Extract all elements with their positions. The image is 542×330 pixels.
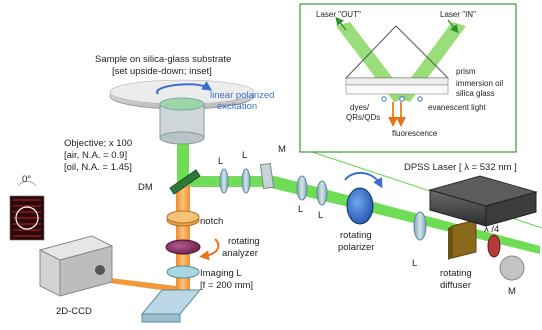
- imaging-lens-label-1: Imaging L: [200, 268, 242, 279]
- inset-prism-label: prism: [456, 67, 476, 76]
- polarizer-rotation-arrow: [344, 172, 383, 189]
- quarter-wave-plate: [487, 234, 501, 258]
- rotating-analyzer-label-1: rotating: [228, 236, 260, 247]
- inset-silica-glass-label: silica glass: [456, 89, 495, 98]
- objective-label-line3: [oil, N.A. = 1.45]: [64, 162, 132, 173]
- sample-label-line2: [set upside-down; inset]: [112, 66, 212, 77]
- inset-laser-out-label: Laser "OUT": [316, 10, 361, 19]
- fluorescence-beam-to-ccd: [110, 278, 176, 292]
- objective-bottom: [159, 131, 205, 145]
- objective-top: [159, 97, 205, 111]
- inset-immersion-oil: [345, 77, 449, 86]
- analyzer-rotation-arrow: [199, 238, 220, 261]
- ccd-label: 2D-CCD: [56, 306, 92, 317]
- rotating-diffuser: [451, 219, 477, 259]
- inset-silica-glass: [345, 84, 449, 95]
- lens-l5: [413, 211, 427, 241]
- imaging-prism: [140, 289, 202, 315]
- rotating-analyzer-label-2: analyzer: [222, 248, 258, 259]
- lens-l1-label: L: [218, 156, 223, 167]
- lens-l1: [219, 168, 229, 194]
- mirror-m2-label: M: [508, 286, 516, 297]
- lens-l2: [241, 168, 251, 194]
- lens-l3: [296, 175, 308, 201]
- lens-l4: [316, 180, 328, 206]
- linear-polarized-arrow: [156, 81, 213, 95]
- mirror-m2: [499, 255, 525, 281]
- notch-filter-face: [166, 210, 200, 224]
- rotating-diffuser-label-2: diffuser: [440, 280, 471, 291]
- rotating-polarizer-label-2: polarizer: [338, 242, 374, 253]
- zero-degree-label: 0°: [22, 174, 31, 185]
- inset-evanescent-label: evanescent light: [428, 103, 487, 112]
- lens-l5-label: L: [412, 258, 417, 269]
- dpss-laser-label: DPSS Laser [ λ = 532 nm ]: [404, 162, 517, 173]
- inset-fluorescence-label: fluorescence: [392, 129, 438, 138]
- dm-label: DM: [138, 182, 153, 193]
- linear-polarized-label-2: excitation: [217, 101, 257, 112]
- inset-dyes-label-2: QRs/QDs: [346, 113, 380, 122]
- rotating-diffuser-face: [448, 226, 452, 260]
- rotating-analyzer: [165, 239, 201, 255]
- inset-panel: [299, 3, 517, 153]
- ccd-image: [9, 195, 45, 241]
- imaging-prism-side: [141, 313, 181, 323]
- lens-l4-label: L: [318, 210, 323, 221]
- dpss-laser-side: [485, 191, 537, 227]
- imaging-lens: [166, 265, 200, 279]
- mirror-m1-label: M: [278, 144, 286, 155]
- quarter-wave-label: λ /4: [484, 224, 499, 235]
- inset-laser-in-label: Laser "IN": [440, 10, 476, 19]
- excitation-beam-vertical: [177, 140, 189, 184]
- ccd-rotation-arrow: [17, 181, 37, 187]
- sample-label-line1: Sample on silica-glass substrate: [95, 54, 231, 65]
- rotating-polarizer-label-1: rotating: [340, 230, 372, 241]
- rotating-diffuser-label-1: rotating: [440, 268, 472, 279]
- inset-dyes-label-1: dyes/: [350, 103, 370, 112]
- inset-immersion-oil-label: immersion oil: [456, 79, 503, 88]
- lens-l2-label: L: [242, 150, 247, 161]
- linear-polarized-label-1: linear polarized: [210, 90, 274, 101]
- lens-l3-label: L: [298, 204, 303, 215]
- notch-label: notch: [200, 216, 223, 227]
- ccd-lens-port: [95, 265, 105, 275]
- objective-label-line2: [air, N.A. = 0.9]: [64, 150, 127, 161]
- imaging-lens-label-2: [f = 200 mm]: [200, 280, 253, 291]
- ccd-camera-side: [39, 249, 61, 297]
- dichroic-mirror: [169, 169, 201, 195]
- objective-label-line1: Objective; x 100: [64, 138, 132, 149]
- mirror-m1: [259, 162, 275, 190]
- rotating-polarizer: [346, 187, 374, 225]
